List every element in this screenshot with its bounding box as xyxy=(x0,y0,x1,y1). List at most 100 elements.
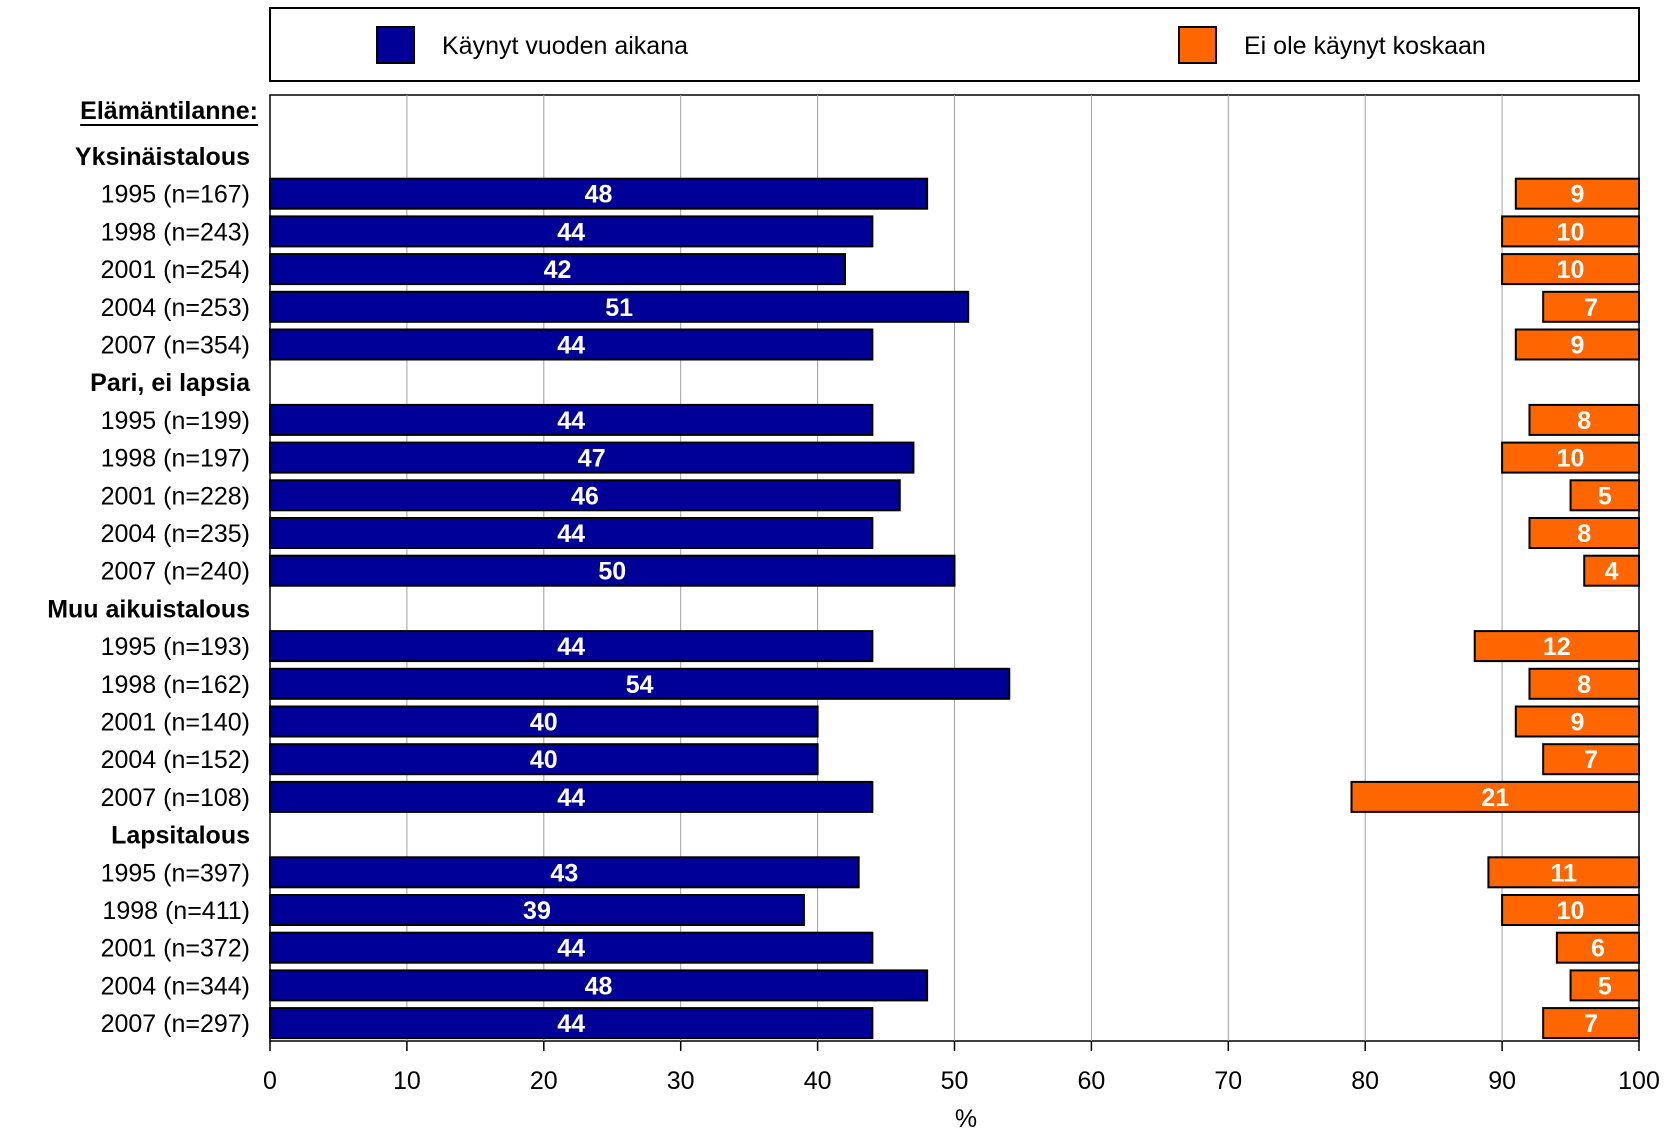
bar-series-2 xyxy=(1569,479,1641,512)
bar-series-2 xyxy=(1514,177,1641,210)
bar-series-2 xyxy=(1583,554,1640,587)
bar-series-2 xyxy=(1542,1007,1641,1040)
bar-series-2 xyxy=(1473,630,1640,663)
data-label-series-2: 8 xyxy=(1577,407,1591,435)
legend-label-2: Ei ole käynyt koskaan xyxy=(1244,32,1486,60)
data-label-series-1: 43 xyxy=(550,859,578,887)
row-label: 2007 (n=108) xyxy=(101,784,250,812)
group-label: Yksinäistalous xyxy=(75,143,250,171)
data-label-series-2: 7 xyxy=(1584,746,1598,774)
bar-series-1 xyxy=(269,894,805,926)
bar-series-1 xyxy=(269,253,846,286)
bar-series-2 xyxy=(1542,290,1641,323)
bar-series-1 xyxy=(269,441,915,474)
data-label-series-2: 5 xyxy=(1598,482,1612,510)
row-label: 2007 (n=240) xyxy=(101,558,250,586)
bar-series-2 xyxy=(1528,517,1640,549)
row-label: 1995 (n=397) xyxy=(101,859,250,887)
data-label-series-1: 42 xyxy=(544,256,572,284)
row-label: 2001 (n=228) xyxy=(101,482,250,510)
bar-series-1 xyxy=(269,630,874,663)
data-label-series-2: 7 xyxy=(1584,1010,1598,1038)
bar-series-1 xyxy=(269,780,874,813)
data-label-series-1: 50 xyxy=(598,558,626,586)
row-label: 1998 (n=162) xyxy=(101,671,250,699)
x-axis: 0 10 20 30 40 50 60 70 80 90 100% xyxy=(263,1041,1660,1129)
x-tick-label: 80 xyxy=(1351,1067,1379,1095)
bar-series-2 xyxy=(1501,215,1640,248)
x-tick-label: 70 xyxy=(1214,1067,1242,1095)
data-label-series-1: 44 xyxy=(557,520,585,548)
row-label: 1995 (n=199) xyxy=(101,407,250,435)
bar-series-2 xyxy=(1569,969,1641,1002)
row-label: 1998 (n=197) xyxy=(101,445,250,473)
data-label-series-1: 39 xyxy=(523,897,551,925)
row-label: 2007 (n=297) xyxy=(101,1010,250,1038)
data-label-series-2: 7 xyxy=(1584,294,1598,322)
bar-series-1 xyxy=(269,517,874,549)
data-label-series-2: 5 xyxy=(1598,972,1612,1000)
x-tick-label: 30 xyxy=(667,1067,695,1095)
bar-series-1 xyxy=(269,856,860,889)
data-label-series-2: 10 xyxy=(1557,897,1585,925)
x-tick-label: 50 xyxy=(941,1067,969,1095)
row-label: 2004 (n=344) xyxy=(101,972,250,1000)
legend-box xyxy=(269,7,1640,82)
data-label-series-1: 44 xyxy=(557,633,585,661)
bar-series-2 xyxy=(1555,931,1640,964)
bar-series-1 xyxy=(269,931,874,964)
bar-series-1 xyxy=(269,554,956,587)
bar-series-2 xyxy=(1528,667,1640,700)
data-label-series-1: 48 xyxy=(585,972,613,1000)
data-label-series-2: 12 xyxy=(1543,633,1571,661)
data-label-series-1: 48 xyxy=(585,181,613,209)
bar-series-2 xyxy=(1501,894,1640,926)
row-label: 1998 (n=243) xyxy=(101,218,250,246)
section-header: Elämäntilanne: xyxy=(80,97,258,125)
bar-series-1 xyxy=(269,479,901,512)
row-labels: Elämäntilanne: Yksinäistalous 1995 (n=167)… xyxy=(47,97,258,1038)
x-tick-label: 10 xyxy=(393,1067,421,1095)
x-tick-label: 90 xyxy=(1488,1067,1516,1095)
bar-series-1 xyxy=(269,705,819,738)
data-label-series-1: 40 xyxy=(530,746,558,774)
data-label-series-1: 44 xyxy=(557,1010,585,1038)
legend-swatch-2 xyxy=(1178,26,1217,64)
bar-series-2 xyxy=(1514,328,1641,361)
data-label-series-1: 44 xyxy=(557,935,585,963)
bar-series-1 xyxy=(269,667,1011,700)
data-label-series-2: 9 xyxy=(1570,332,1584,360)
row-label: 1995 (n=193) xyxy=(101,633,250,661)
data-label-series-1: 44 xyxy=(557,407,585,435)
data-label-series-2: 21 xyxy=(1481,784,1509,812)
data-label-series-2: 10 xyxy=(1557,445,1585,473)
data-label-series-2: 10 xyxy=(1557,256,1585,284)
group-label: Lapsitalous xyxy=(111,822,250,850)
bar-series-1 xyxy=(269,177,929,210)
bar-series-2 xyxy=(1514,705,1641,738)
row-label: 1995 (n=167) xyxy=(101,181,250,209)
legend-label-1: Käynyt vuoden aikana xyxy=(442,32,688,60)
x-tick-label: 20 xyxy=(530,1067,558,1095)
data-label-series-1: 46 xyxy=(571,482,599,510)
bar-series-2 xyxy=(1501,441,1640,474)
row-label: 2001 (n=372) xyxy=(101,935,250,963)
row-label: 2004 (n=253) xyxy=(101,294,250,322)
bar-series-2 xyxy=(1528,403,1640,436)
data-label-series-2: 4 xyxy=(1605,558,1619,586)
row-label: 2004 (n=152) xyxy=(101,746,250,774)
data-label-series-1: 54 xyxy=(626,671,654,699)
bar-series-1 xyxy=(269,290,970,323)
data-label-series-2: 8 xyxy=(1577,671,1591,699)
row-label: 2007 (n=354) xyxy=(101,332,250,360)
bar-series-1 xyxy=(269,1007,874,1040)
row-label: 2001 (n=254) xyxy=(101,256,250,284)
bar-series-1 xyxy=(269,328,874,361)
bar-series-1 xyxy=(269,743,819,776)
bar-series-2 xyxy=(1501,253,1640,286)
data-label-series-1: 44 xyxy=(557,784,585,812)
legend: Käynyt vuoden aikana Ei ole käynyt koskaa… xyxy=(269,7,1640,82)
x-tick-label: 40 xyxy=(804,1067,832,1095)
